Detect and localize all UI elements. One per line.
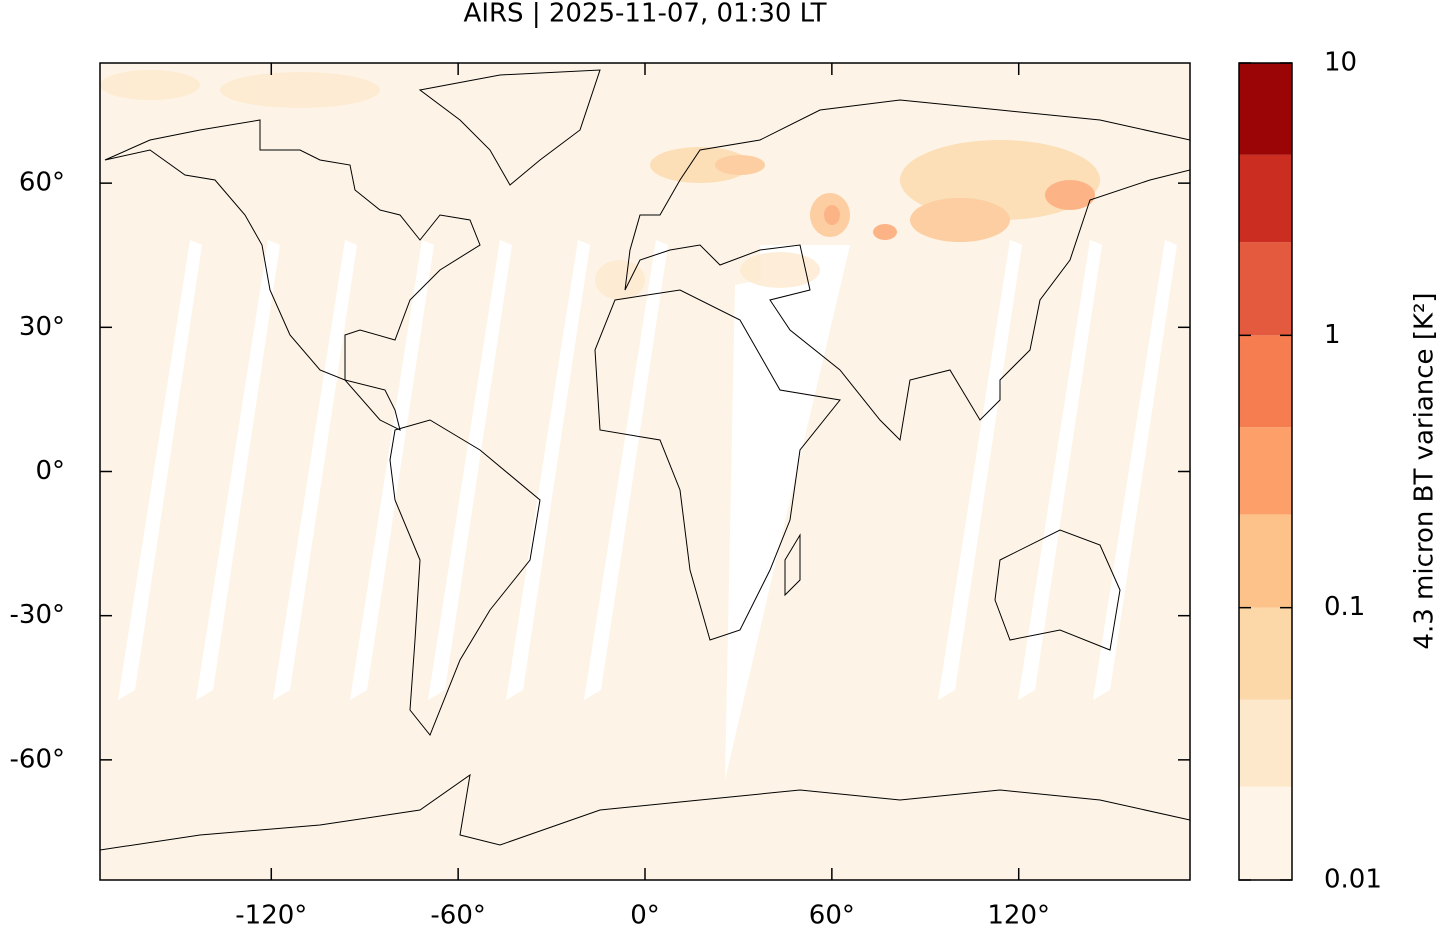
y-tick-label: -30°	[10, 600, 65, 630]
x-tick-label: 120°	[987, 901, 1050, 931]
x-tick-label: 60°	[809, 901, 855, 931]
swath-gap	[1093, 240, 1177, 700]
colorbar-tick-label: 10	[1324, 48, 1357, 78]
colorbar-segment	[1239, 699, 1292, 787]
x-tick-label: -60°	[430, 901, 485, 931]
colorbar-segment	[1239, 427, 1292, 515]
swath-gap	[1018, 240, 1102, 700]
colorbar-segment	[1239, 154, 1292, 243]
colorbar-segment	[1239, 786, 1292, 880]
colorbar-tick-label: 0.1	[1324, 592, 1365, 622]
y-tick-label: 60°	[19, 168, 65, 198]
x-tick-label: -120°	[235, 901, 307, 931]
x-tick-label: 0°	[630, 901, 660, 931]
colorbar-label: 4.3 micron BT variance [K²]	[1410, 292, 1440, 649]
colorbar-tick-label: 1	[1324, 320, 1341, 350]
swath-gap	[350, 240, 434, 700]
colorbar-frame	[1238, 62, 1293, 881]
swath-gap	[725, 245, 850, 780]
coastlines	[100, 69, 1190, 851]
colorbar-segment	[1239, 514, 1292, 608]
chart-title: AIRS | 2025-11-07, 01:30 LT	[464, 0, 827, 29]
swath-gap	[506, 240, 590, 700]
colorbar-tick-label: 0.01	[1324, 865, 1382, 895]
data-gaps	[118, 240, 1177, 780]
colorbar-segment	[1239, 607, 1292, 700]
variance-patches	[100, 70, 1100, 300]
swath-gap	[938, 240, 1022, 700]
map-area	[100, 63, 1190, 880]
swath-gap	[118, 240, 202, 700]
colorbar-segment	[1239, 335, 1292, 428]
colorbar-segment	[1239, 63, 1292, 155]
y-tick-label: 30°	[19, 312, 65, 342]
swath-gap	[273, 240, 357, 700]
y-tick-label: 0°	[35, 456, 65, 486]
swath-gap	[584, 240, 668, 700]
swath-gap	[428, 240, 512, 700]
colorbar	[1239, 63, 1292, 880]
y-tick-label: -60°	[10, 744, 65, 774]
swath-gap	[196, 240, 280, 700]
colorbar-segment	[1239, 242, 1292, 336]
